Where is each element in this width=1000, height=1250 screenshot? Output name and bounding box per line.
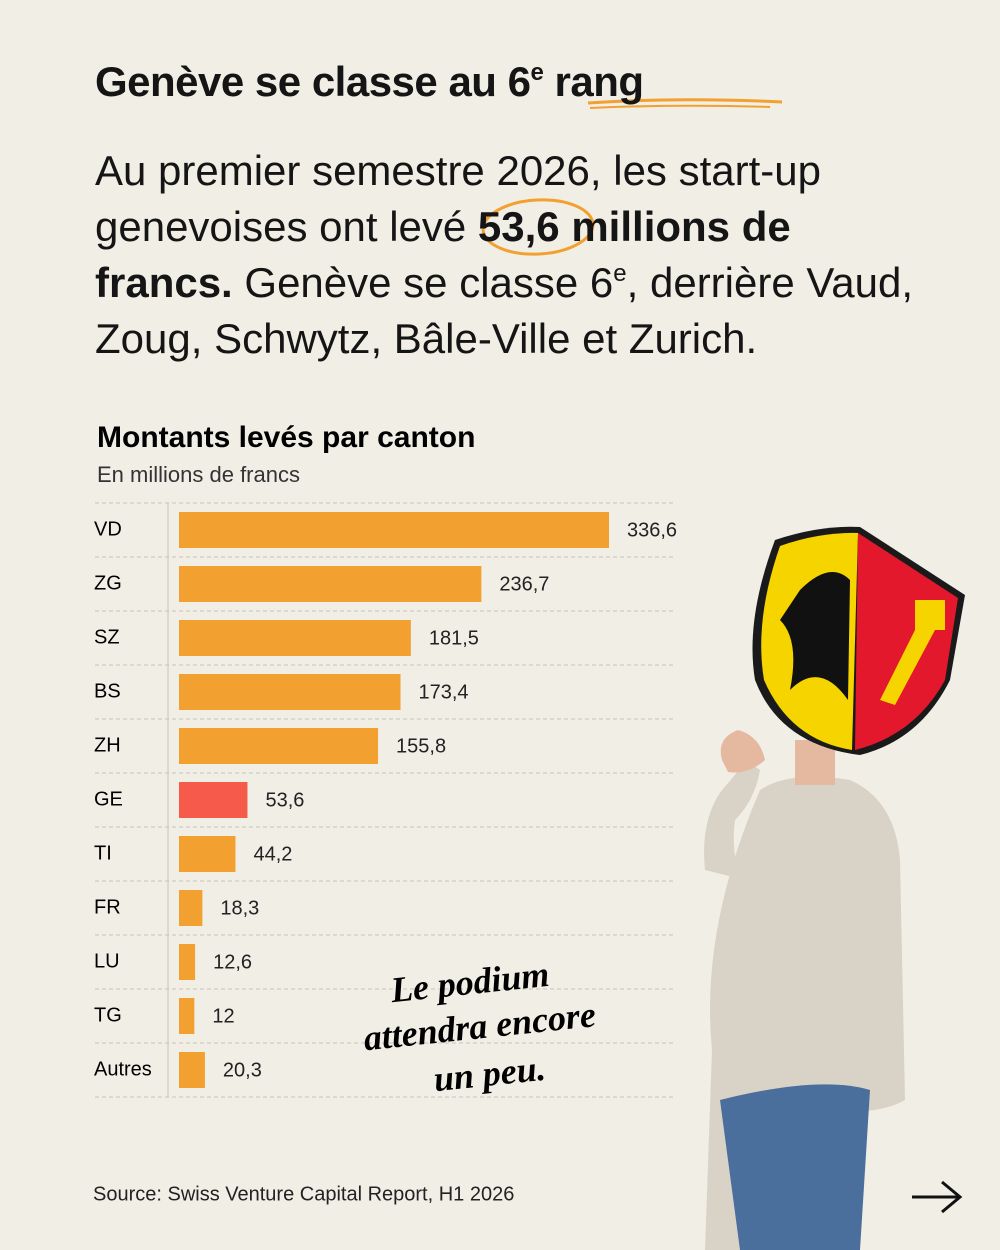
source: Source: Swiss Venture Capital Report, H1… bbox=[93, 1183, 514, 1205]
chart-title: Montants levés par canton bbox=[97, 421, 475, 454]
category-label: VD bbox=[94, 518, 122, 540]
value-label: 20,3 bbox=[223, 1059, 262, 1081]
category-label: ZG bbox=[94, 572, 122, 594]
bar bbox=[179, 890, 203, 926]
category-label: BS bbox=[94, 680, 121, 702]
bar bbox=[179, 566, 482, 602]
intro-bold: millions de francs. bbox=[95, 203, 791, 306]
annotation-line: un peu. bbox=[432, 1048, 548, 1099]
bar bbox=[179, 620, 411, 656]
next-arrow[interactable] bbox=[912, 1180, 963, 1214]
chart-subtitle: En millions de francs bbox=[97, 462, 300, 487]
plot: VD 336,6 ZG 236,7 SZ 181,5 BS 173,4 ZH 155,8 GE 53,… bbox=[94, 502, 677, 1098]
intro-text: Au premier semestre 2026, les start-up g… bbox=[95, 147, 821, 250]
category-label: GE bbox=[94, 788, 123, 810]
bar bbox=[179, 944, 196, 980]
bar bbox=[179, 512, 609, 548]
highlight-circle bbox=[481, 198, 595, 256]
value-label: 236,7 bbox=[499, 573, 549, 595]
bar bbox=[179, 998, 195, 1034]
category-label: ZH bbox=[94, 734, 121, 756]
value-label: 12,6 bbox=[213, 951, 252, 973]
value-label: 18,3 bbox=[220, 897, 259, 919]
headline-text: Genève se classe au 6 bbox=[95, 58, 531, 105]
headline-sup: e bbox=[530, 59, 544, 86]
intro-highlight: 53,6 bbox=[477, 203, 560, 250]
bar bbox=[179, 728, 379, 764]
value-label: 44,2 bbox=[253, 843, 292, 865]
value-label: 181,5 bbox=[429, 627, 479, 649]
category-label: FR bbox=[94, 896, 121, 918]
headline: Genève se classe au 6e rang bbox=[95, 58, 644, 106]
category-label: TI bbox=[94, 842, 112, 864]
underline bbox=[589, 104, 771, 109]
bar bbox=[179, 836, 236, 872]
intro: Au premier semestre 2026, les start-up g… bbox=[95, 143, 935, 367]
value-label: 336,6 bbox=[627, 519, 677, 541]
headline-text: rang bbox=[543, 58, 645, 105]
bar bbox=[179, 674, 401, 710]
intro-sup: e bbox=[613, 260, 627, 287]
category-label: LU bbox=[94, 950, 120, 972]
underline bbox=[587, 98, 783, 105]
value-label: 53,6 bbox=[265, 789, 304, 811]
category-label: SZ bbox=[94, 626, 120, 648]
intro-text: Genève se classe 6 bbox=[232, 259, 614, 306]
bar bbox=[179, 782, 248, 818]
value-label: 173,4 bbox=[419, 681, 469, 703]
category-label: TG bbox=[94, 1004, 122, 1026]
value-label: 12 bbox=[212, 1005, 234, 1027]
intro-text: , derrière Vaud, Zoug, Schwytz, Bâle-Vil… bbox=[95, 259, 914, 362]
bar bbox=[179, 1052, 205, 1088]
value-label: 155,8 bbox=[396, 735, 446, 757]
category-label: Autres bbox=[94, 1058, 152, 1080]
illustration bbox=[704, 526, 965, 1250]
